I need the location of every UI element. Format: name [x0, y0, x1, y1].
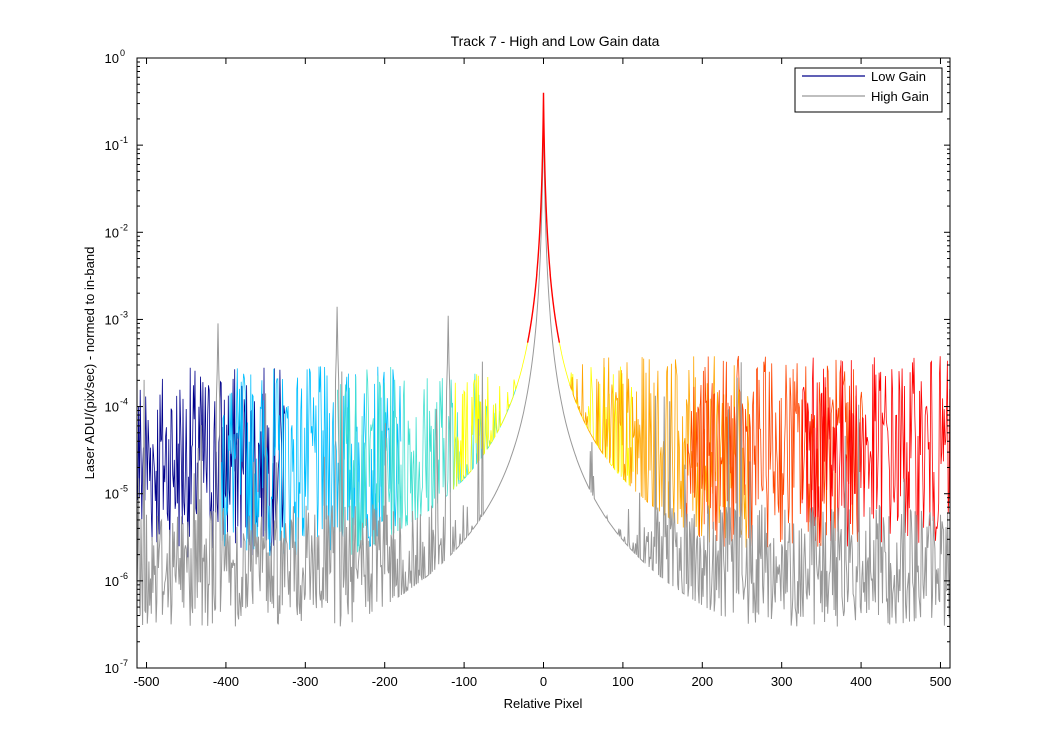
y-tick-label-4: 10: [105, 400, 119, 415]
legend-box: [794, 67, 943, 113]
low-gain-series-segment-5: [685, 355, 866, 548]
chart-title: Track 7 - High and Low Gain data: [451, 33, 660, 49]
y-tick-exp-5: -5: [120, 484, 128, 494]
y-tick-exp-4: -4: [120, 397, 128, 407]
x-axis: -500 -400 -300 -200 -100 0 100 200 300 400 500: [134, 58, 952, 689]
y-tick-exp-6: -6: [120, 571, 128, 581]
low-gain-series-segment-4: [569, 356, 750, 548]
legend-label-1: High Gain: [871, 89, 929, 104]
x-tick-label-6: 100: [612, 674, 634, 689]
y-tick-label-2: 10: [105, 225, 119, 240]
y-tick-label-5: 10: [105, 487, 119, 502]
x-axis-label: Relative Pixel: [504, 696, 583, 711]
y-axis-label: Laser ADU/(pix/sec) - normed to in-band: [82, 247, 97, 480]
y-tick-label-1: 10: [105, 138, 119, 153]
y-tick-exp-2: -2: [120, 222, 128, 232]
legend: Low Gain High Gain: [794, 67, 943, 113]
low-gain-series-segment-0: [137, 367, 286, 558]
legend-label-0: Low Gain: [871, 69, 926, 84]
y-tick-label-6: 10: [105, 574, 119, 589]
x-tick-label-5: 0: [540, 674, 547, 689]
low-gain-series-segment-1: [221, 366, 402, 556]
x-tick-label-4: -100: [451, 674, 477, 689]
series-layer: [137, 92, 950, 627]
x-tick-label-8: 300: [771, 674, 793, 689]
x-tick-label-7: 200: [691, 674, 713, 689]
y-tick-exp-1: -1: [120, 135, 128, 145]
y-tick-label-3: 10: [105, 312, 119, 327]
x-tick-label-3: -200: [372, 674, 398, 689]
x-tick-label-2: -300: [292, 674, 318, 689]
y-tick-exp-3: -3: [120, 309, 128, 319]
y-tick-exp-7: -7: [120, 658, 128, 668]
y-tick-label-0: 10: [105, 51, 119, 66]
x-tick-label-9: 400: [850, 674, 872, 689]
low-gain-series-segment-6: [801, 356, 950, 548]
x-tick-label-0: -500: [134, 674, 160, 689]
y-tick-exp-0: 0: [120, 48, 125, 58]
y-tick-label-7: 10: [105, 661, 119, 676]
central-peak: [526, 92, 561, 343]
x-tick-label-1: -400: [213, 674, 239, 689]
x-tick-label-10: 500: [930, 674, 952, 689]
